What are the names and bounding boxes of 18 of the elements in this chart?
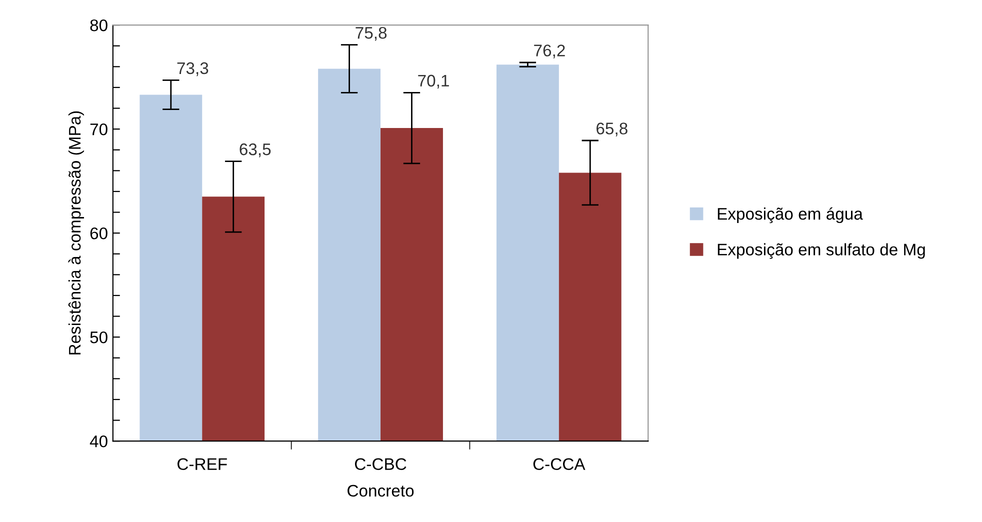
data-label: 65,8 <box>596 122 628 136</box>
data-label: 70,1 <box>418 74 449 89</box>
data-label: 63,5 <box>240 143 271 158</box>
x-tick-label: C-REF <box>178 458 227 470</box>
data-label: 73,3 <box>177 62 208 76</box>
data-label: 76,2 <box>534 44 565 58</box>
y-tick-label: 40 <box>90 435 108 448</box>
y-tick-label: 70 <box>90 123 108 136</box>
y-tick-label: 80 <box>90 19 108 32</box>
legend-label: Exposição em água <box>718 207 863 224</box>
x-tick-label: C-CBC <box>354 458 406 470</box>
x-axis-title: Concreto <box>348 484 414 497</box>
legend-label: Exposição em sulfato de Mg <box>718 243 925 259</box>
y-axis-title: Resistência à compressão (MPa) <box>68 111 84 354</box>
x-tick-label: C-CCA <box>533 458 586 470</box>
data-label: 75,8 <box>356 26 387 41</box>
y-tick-label: 50 <box>90 331 108 344</box>
y-tick-label: 60 <box>90 227 108 240</box>
